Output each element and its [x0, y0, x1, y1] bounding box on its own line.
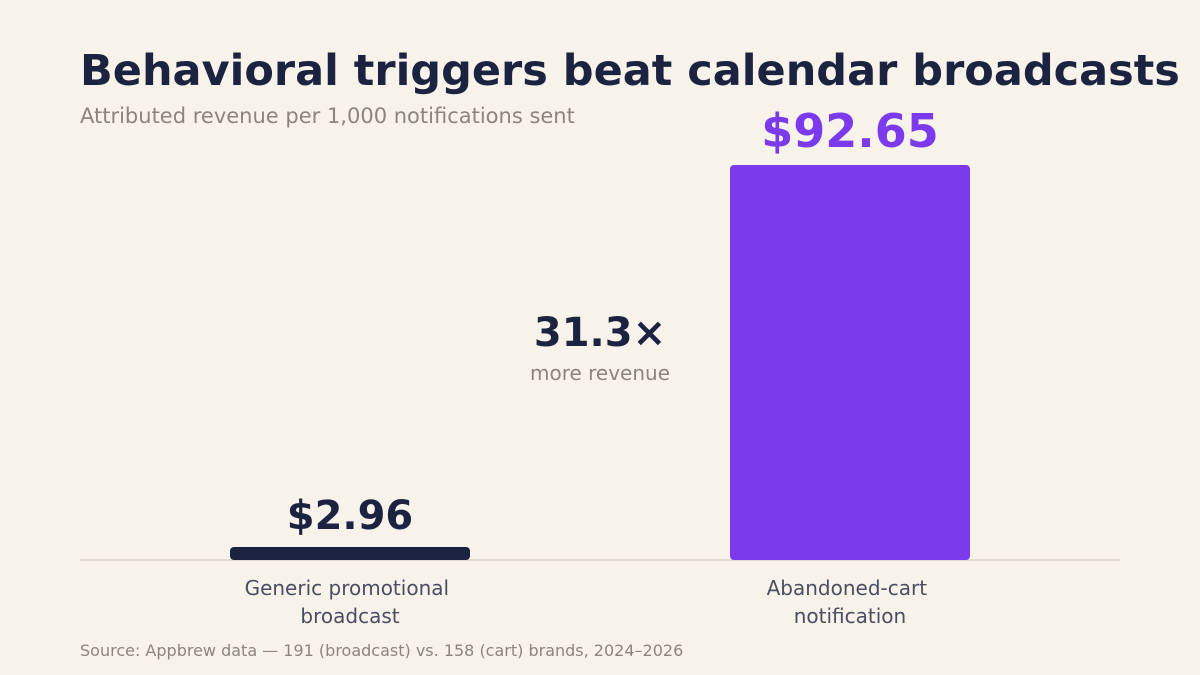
- bar-abandoned-cart: [730, 165, 970, 560]
- multiplier-caption: more revenue: [530, 361, 670, 385]
- chart-title: Behavioral triggers beat calendar broadc…: [80, 46, 1180, 96]
- multiplier-annotation: 31.3×: [534, 310, 666, 356]
- category-label-abandoned-cart-line-2: notification: [794, 604, 906, 628]
- category-label-abandoned-cart-line-1: Abandoned-cart: [767, 576, 928, 600]
- category-label-broadcast: Generic promotional broadcast: [245, 576, 456, 628]
- value-label-broadcast: $2.96: [287, 493, 414, 539]
- value-label-abandoned-cart: $92.65: [761, 104, 939, 158]
- category-label-broadcast-line-2: broadcast: [300, 604, 399, 628]
- bar-broadcast: [230, 547, 470, 560]
- source-note: Source: Appbrew data — 191 (broadcast) v…: [80, 641, 684, 660]
- category-label-abandoned-cart: Abandoned-cart notification: [767, 576, 934, 628]
- category-label-broadcast-line-1: Generic promotional: [245, 576, 449, 600]
- chart-subtitle: Attributed revenue per 1,000 notificatio…: [80, 104, 575, 128]
